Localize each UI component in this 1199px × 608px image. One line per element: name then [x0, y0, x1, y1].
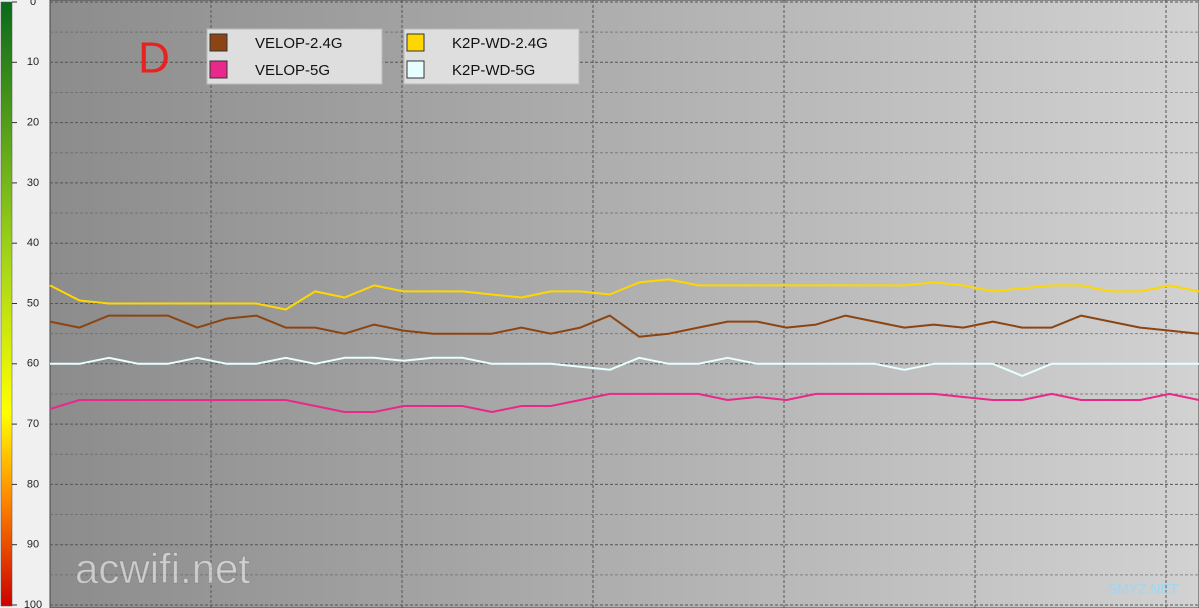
- series-line: [50, 356, 1199, 377]
- series-line: [49, 314, 1199, 338]
- annotation: D: [138, 34, 170, 83]
- legend-box: [206, 28, 383, 85]
- y-tick-label: 40: [27, 237, 39, 249]
- series-line: [49, 278, 1199, 311]
- series-line: [49, 392, 1199, 413]
- legend-label: VELOP-2.4G: [255, 35, 343, 52]
- legend-box: [403, 28, 580, 85]
- y-tick-label: 0: [30, 0, 36, 8]
- legend-swatch: [209, 60, 228, 79]
- watermark: acwifi.net: [75, 545, 250, 592]
- legend-label: K2P-WD-5G: [452, 62, 535, 79]
- y-tick-label: 10: [27, 56, 39, 68]
- y-tick-label: 90: [27, 539, 39, 551]
- legend-swatch: [209, 33, 228, 52]
- y-tick-label: 50: [27, 297, 39, 309]
- y-tick-label: 80: [27, 478, 39, 490]
- legend-swatch: [406, 60, 425, 79]
- legend-label: VELOP-5G: [255, 62, 330, 79]
- y-tick-label: 60: [27, 358, 39, 370]
- y-tick-label: 30: [27, 177, 39, 189]
- y-tick-label: 20: [27, 117, 39, 129]
- color-scale: [0, 1, 13, 607]
- legend-swatch: [406, 33, 425, 52]
- y-tick-label: 70: [27, 418, 39, 430]
- legend-label: K2P-WD-2.4G: [452, 35, 548, 52]
- y-tick-label: 100: [24, 599, 42, 608]
- watermark: SMYZ.NET: [1108, 581, 1179, 597]
